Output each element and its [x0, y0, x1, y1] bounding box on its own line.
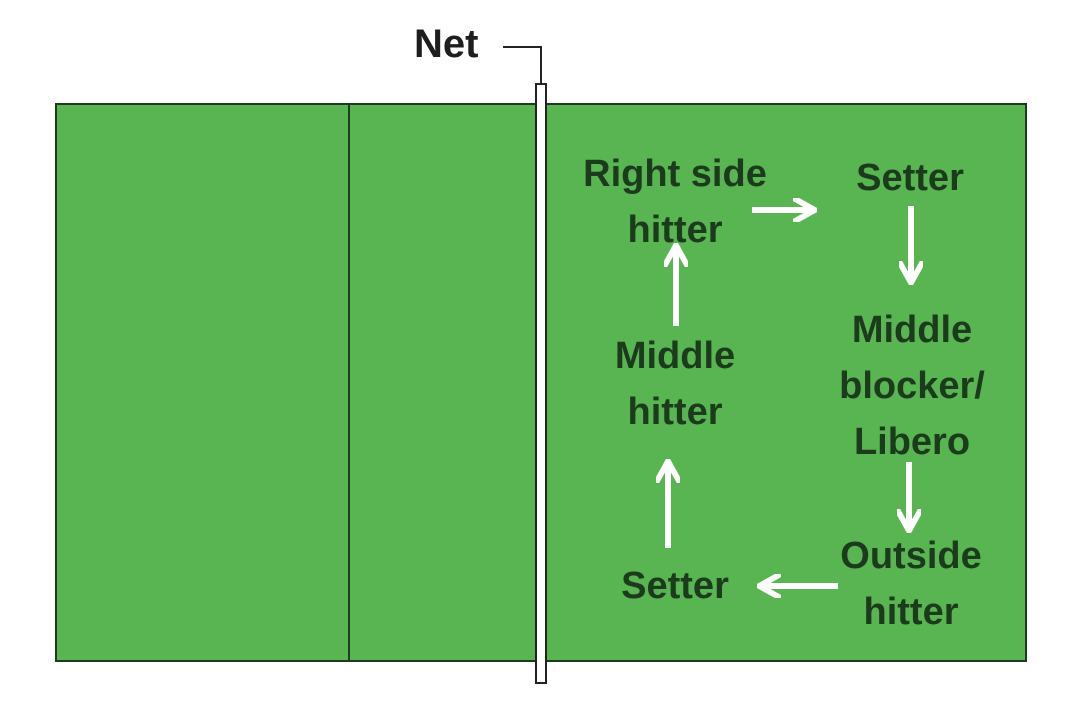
label-middle-blocker-libero: Middle blocker/ Libero	[839, 309, 985, 463]
net-label: Net	[414, 22, 479, 66]
label-middle-hitter: Middle hitter	[614, 335, 736, 433]
label-right-side-hitter: Right side hitter	[583, 153, 767, 251]
net-leader-line	[503, 46, 542, 84]
label-setter-front: Setter	[856, 157, 964, 199]
net	[535, 83, 547, 684]
label-setter-back: Setter	[621, 565, 729, 607]
label-outside-hitter: Outside hitter	[840, 535, 982, 633]
